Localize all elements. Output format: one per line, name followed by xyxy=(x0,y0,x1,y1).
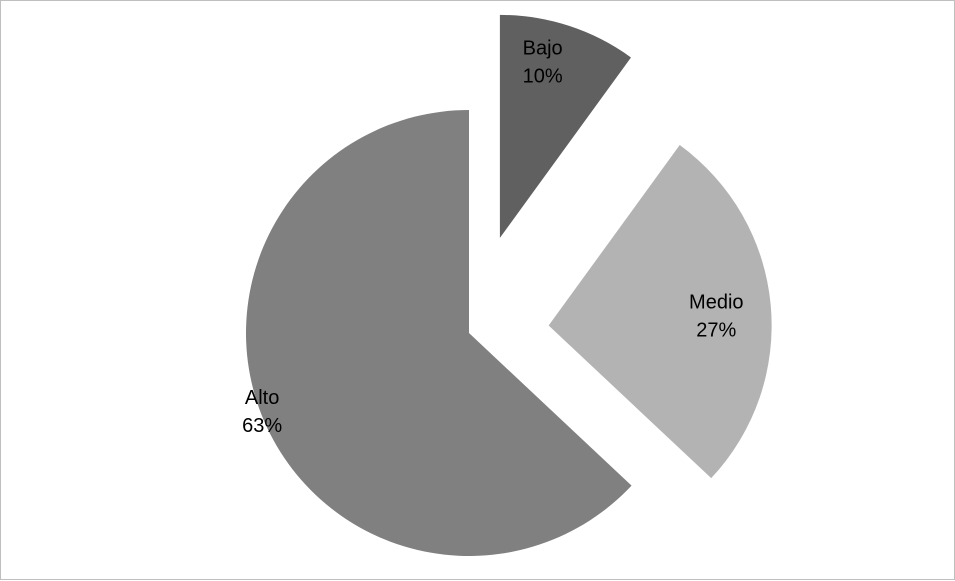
slice-category-label: Medio xyxy=(689,291,743,313)
slice-percent-label: 63% xyxy=(242,415,282,437)
pie-slice-medio xyxy=(548,145,772,479)
slice-percent-label: 10% xyxy=(523,65,563,87)
pie-slice-alto xyxy=(246,110,632,557)
slice-percent-label: 27% xyxy=(696,319,736,341)
pie-slice-bajo xyxy=(499,14,631,238)
slice-category-label: Bajo xyxy=(523,37,563,59)
slice-category-label: Alto xyxy=(245,387,279,409)
